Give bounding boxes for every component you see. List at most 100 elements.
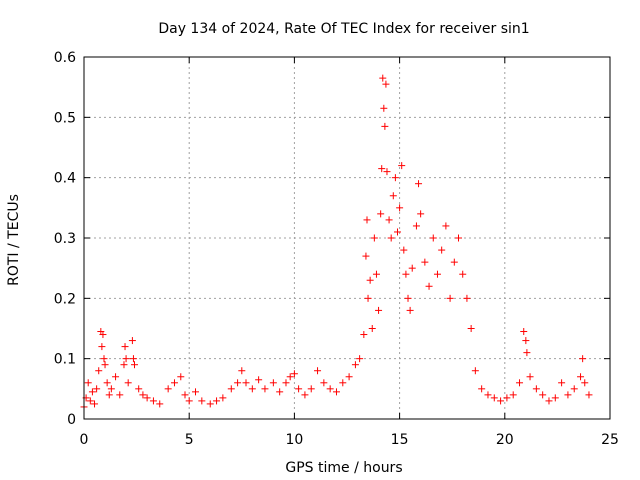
data-point [398,162,406,170]
y-axis-label: ROTI / TECUs [6,194,22,286]
data-point [558,379,566,387]
data-point [442,222,450,230]
data-point [421,258,429,266]
data-point [377,210,385,218]
data-point [238,367,246,375]
data-point [121,343,129,351]
data-point [320,379,328,387]
data-point [391,174,399,182]
data-point [276,388,284,396]
data-point [380,104,388,112]
data-point [459,270,467,278]
data-point [170,379,178,387]
data-point [255,376,263,384]
y-tick-label: 0.3 [54,231,76,247]
data-point [382,80,390,88]
data-point [128,337,136,345]
data-point [378,165,386,173]
data-point [364,294,372,302]
x-tick-label: 10 [285,432,303,448]
data-point [381,122,389,130]
data-point [198,397,206,405]
data-point [570,385,578,393]
data-point [149,397,157,405]
data-point [516,379,524,387]
data-point [450,258,458,266]
data-point [84,379,92,387]
data-point [101,361,109,369]
data-point [497,397,505,405]
data-point [282,379,290,387]
data-point [269,379,277,387]
data-point [242,379,250,387]
data-point [402,270,410,278]
data-point [345,373,353,381]
data-point [227,385,235,393]
data-point [192,388,200,396]
data-point [248,385,256,393]
data-point [105,391,113,399]
data-point [581,379,589,387]
data-point [362,252,370,260]
data-point [351,361,359,369]
x-tick-label: 5 [185,432,194,448]
data-point [408,264,416,272]
data-point [509,391,517,399]
data-point [339,379,347,387]
data-point [95,367,103,375]
data-point [393,228,401,236]
data-point [332,388,340,396]
data-point [406,306,414,314]
data-point [463,294,471,302]
data-point [261,385,269,393]
data-point [389,192,397,200]
data-point [213,397,221,405]
data-point [564,391,572,399]
data-point [523,349,531,357]
data-point [326,385,334,393]
data-point [129,355,137,363]
data-point [446,294,454,302]
data-point [484,391,492,399]
data-point [135,385,143,393]
data-point [455,234,463,242]
data-point [490,394,498,402]
data-point [539,391,547,399]
data-point [379,74,387,82]
data-point [417,210,425,218]
grid [84,57,610,419]
data-point [387,234,395,242]
data-point [107,385,115,393]
data-point [177,373,185,381]
data-point [579,355,587,363]
data-point [93,385,101,393]
data-point [404,294,412,302]
data-point [314,367,322,375]
y-tick-label: 0.4 [54,171,76,187]
data-point [532,385,540,393]
x-axis-label: GPS time / hours [285,460,402,476]
data-point [368,325,376,332]
data-point [103,379,111,387]
data-point [112,373,120,381]
x-tick-label: 15 [391,432,409,448]
data-point [100,355,108,363]
data-point [307,385,315,393]
data-point [577,373,585,381]
data-point [139,391,147,399]
data-point [526,373,534,381]
data-point [412,222,420,230]
data-point [356,355,364,363]
data-point [503,394,511,402]
data-point [301,391,309,399]
data-point [385,216,393,224]
y-tick-label: 0.1 [54,352,76,368]
data-point [551,394,559,402]
data-point [156,400,164,408]
data-point [290,370,298,378]
data-point [164,385,172,393]
data-point [400,246,408,254]
data-point [383,168,391,176]
